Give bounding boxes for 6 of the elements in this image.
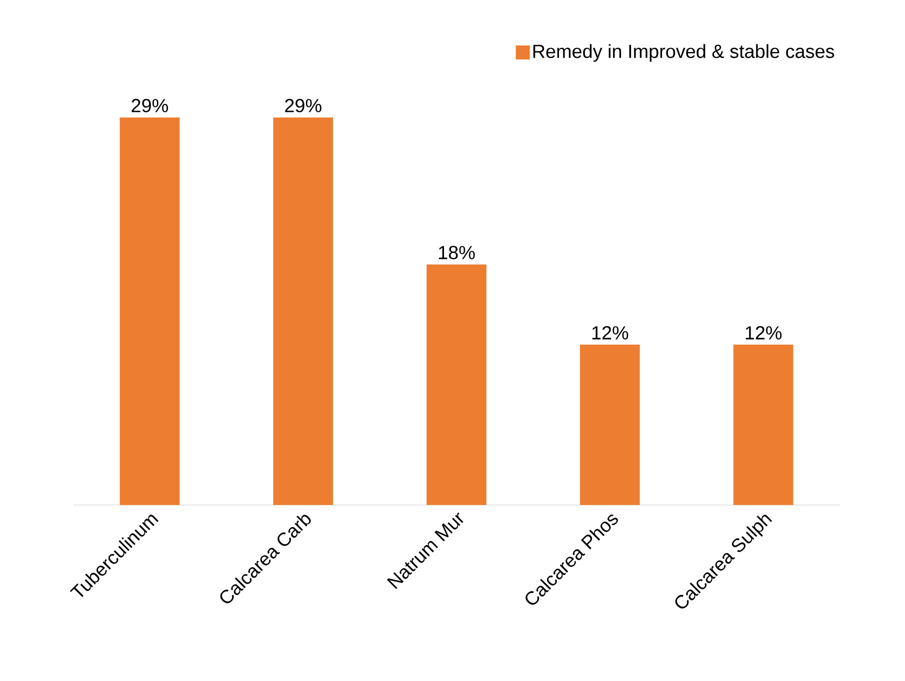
data-label: 18% [439,246,475,260]
data-label: 12% [592,326,628,340]
legend-label: Remedy in Improved & stable cases [533,44,834,62]
data-label: 29% [132,98,168,112]
data-label: 29% [285,98,322,112]
data-label: 12% [746,326,782,340]
